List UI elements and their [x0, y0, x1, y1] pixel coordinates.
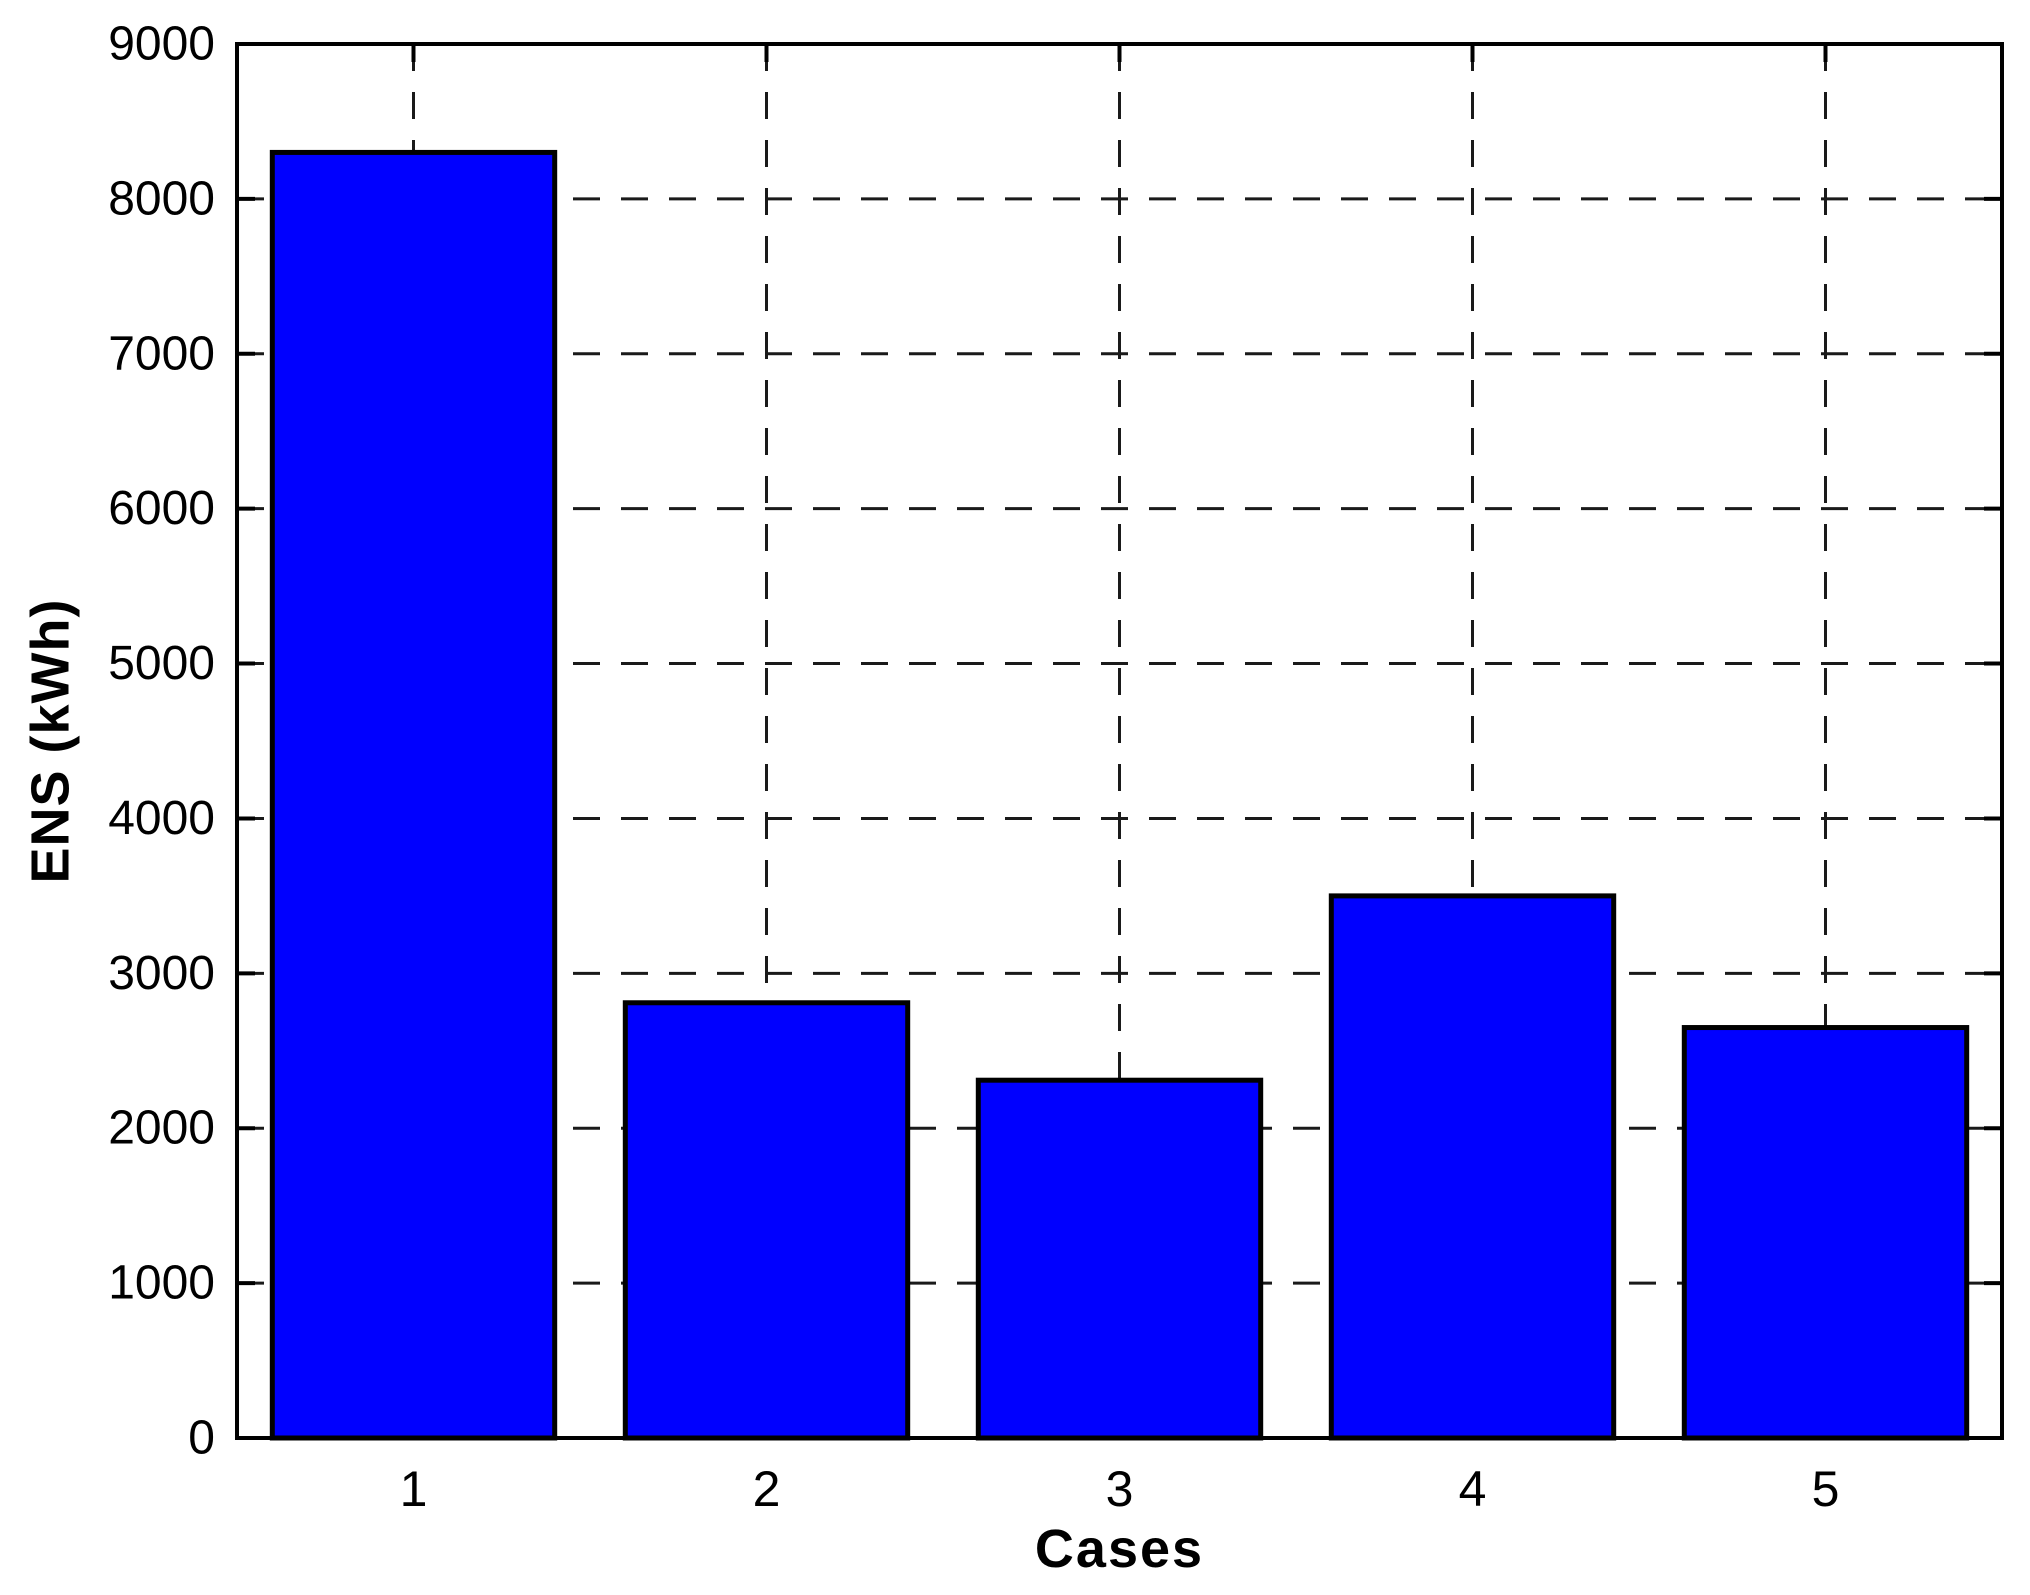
bar-case-5 [1681, 1025, 1970, 1441]
y-tick-label: 8000 [108, 172, 215, 225]
axis-box [235, 42, 2004, 1440]
y-tick-label: 5000 [108, 637, 215, 690]
y-tick-label: 2000 [108, 1102, 215, 1155]
y-tick-label: 6000 [108, 482, 215, 535]
x-tick-label: 1 [400, 1461, 428, 1517]
x-tick-label: 5 [1812, 1461, 1840, 1517]
bar-case-3 [975, 1077, 1264, 1441]
bar-case-4 [1328, 893, 1617, 1441]
bar-case-1 [269, 149, 558, 1441]
y-tick-label: 0 [188, 1412, 215, 1465]
x-tick-label: 2 [753, 1461, 781, 1517]
y-tick-label: 9000 [108, 18, 215, 71]
y-tick-label: 1000 [108, 1257, 215, 1310]
bar-case-2 [622, 1000, 911, 1441]
x-tick-label: 4 [1459, 1461, 1487, 1517]
y-tick-label: 4000 [108, 792, 215, 845]
x-tick-label: 3 [1106, 1461, 1134, 1517]
y-tick-label: 3000 [108, 947, 215, 1000]
y-tick-label: 7000 [108, 327, 215, 380]
